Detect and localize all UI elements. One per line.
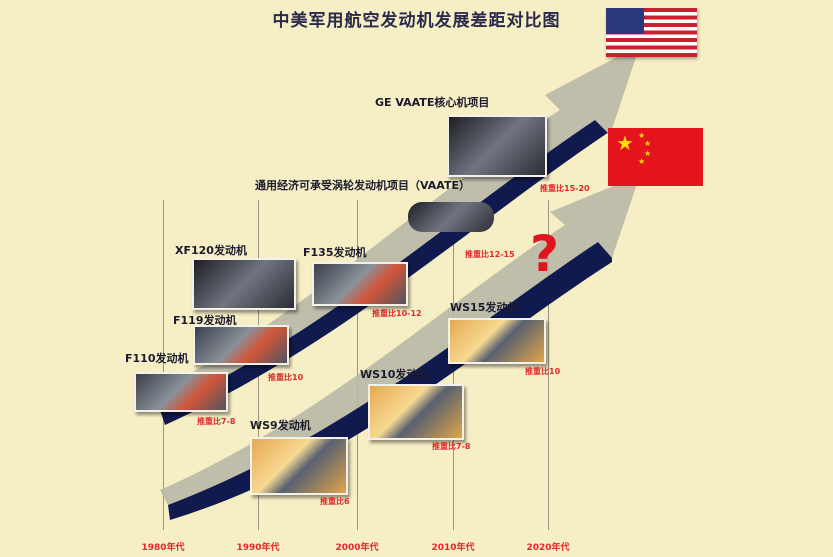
engine-label-ws15: WS15发动机 — [450, 301, 519, 314]
engine-image-ws10 — [368, 384, 464, 440]
usa-flag-icon — [606, 8, 697, 57]
engine-image-ws15 — [448, 318, 546, 364]
engine-image-vaate — [408, 202, 494, 232]
engine-image-f119 — [193, 325, 289, 365]
ratio-f110: 推重比7-8 — [197, 417, 236, 426]
year-label-2000: 2000年代 — [335, 543, 379, 553]
engine-label-vaate: 通用经济可承受涡轮发动机项目（VAATE） — [255, 179, 470, 192]
ratio-ws9: 推重比6 — [320, 497, 350, 506]
engine-image-f135 — [312, 262, 408, 306]
page-title: 中美军用航空发动机发展差距对比图 — [272, 11, 561, 31]
china-arrow — [160, 175, 640, 520]
ratio-f119: 推重比10 — [268, 373, 304, 382]
timeline-line-1980 — [163, 200, 164, 530]
ratio-ge-vaate: 推重比15-20 — [540, 184, 590, 193]
engine-image-f110 — [134, 372, 228, 412]
engine-label-ws10: WS10发动机 — [360, 368, 429, 381]
ratio-f135: 推重比10-12 — [372, 309, 422, 318]
question-mark-icon: ? — [530, 225, 560, 283]
engine-label-f135: F135发动机 — [303, 246, 367, 259]
year-label-2020: 2020年代 — [526, 543, 570, 553]
china-flag-icon: ★ ★ ★ ★ ★ — [608, 128, 703, 186]
ratio-ws10: 推重比7-8 — [432, 442, 471, 451]
engine-label-f119: F119发动机 — [173, 314, 237, 327]
year-label-1990: 1990年代 — [236, 543, 280, 553]
ratio-vaate: 推重比12-15 — [465, 250, 515, 259]
engine-image-xf120 — [192, 258, 296, 310]
engine-label-ge-vaate: GE VAATE核心机项目 — [375, 96, 490, 109]
year-label-1980: 1980年代 — [141, 543, 185, 553]
timeline-line-2020 — [548, 200, 549, 530]
year-label-2010: 2010年代 — [431, 543, 475, 553]
ratio-ws15: 推重比10 — [525, 367, 561, 376]
timeline-line-2000 — [357, 200, 358, 530]
engine-label-xf120: XF120发动机 — [175, 244, 247, 257]
engine-image-ws9 — [250, 437, 348, 495]
engine-label-f110: F110发动机 — [125, 352, 189, 365]
engine-label-ws9: WS9发动机 — [250, 419, 311, 432]
engine-image-ge-vaate — [447, 115, 547, 177]
